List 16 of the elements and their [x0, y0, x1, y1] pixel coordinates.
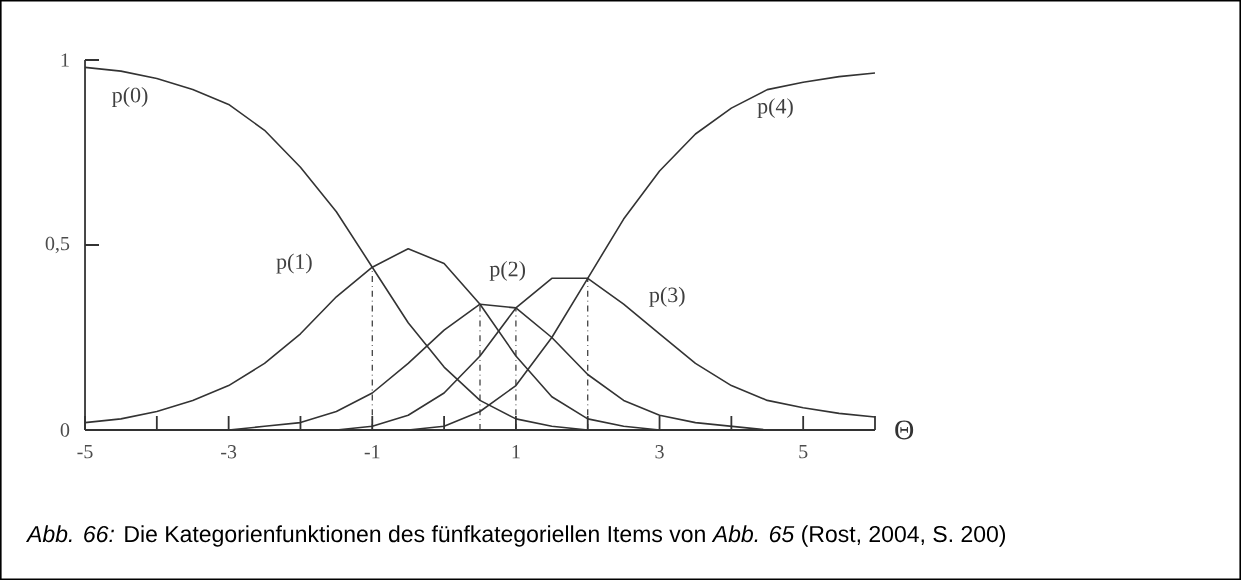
- x-tick-label: -1: [364, 445, 380, 459]
- x-tick-label: -3: [221, 445, 237, 459]
- x-axis-title: Θ: [895, 420, 914, 440]
- x-tick-label: 3: [655, 445, 664, 459]
- x-tick-label: -5: [77, 445, 93, 459]
- annotation: p(2): [489, 260, 526, 281]
- annotation: p(3): [649, 286, 685, 307]
- y-tick-label: 0,5: [45, 236, 70, 254]
- annotation: p(4): [757, 98, 793, 119]
- y-tick-label: 1: [61, 53, 69, 67]
- annotation: p(0): [112, 87, 148, 107]
- y-tick-label: 0: [60, 423, 70, 437]
- annotation: p(1): [276, 253, 312, 274]
- x-tick-label: 5: [799, 445, 808, 459]
- text: Abb. 66: Die Kategorienfunktionen des fünfkategoriellen Items von Abb. 65 (Rost, 2004, S. 200): [25, 525, 1006, 547]
- x-tick-label: 1: [512, 445, 520, 459]
